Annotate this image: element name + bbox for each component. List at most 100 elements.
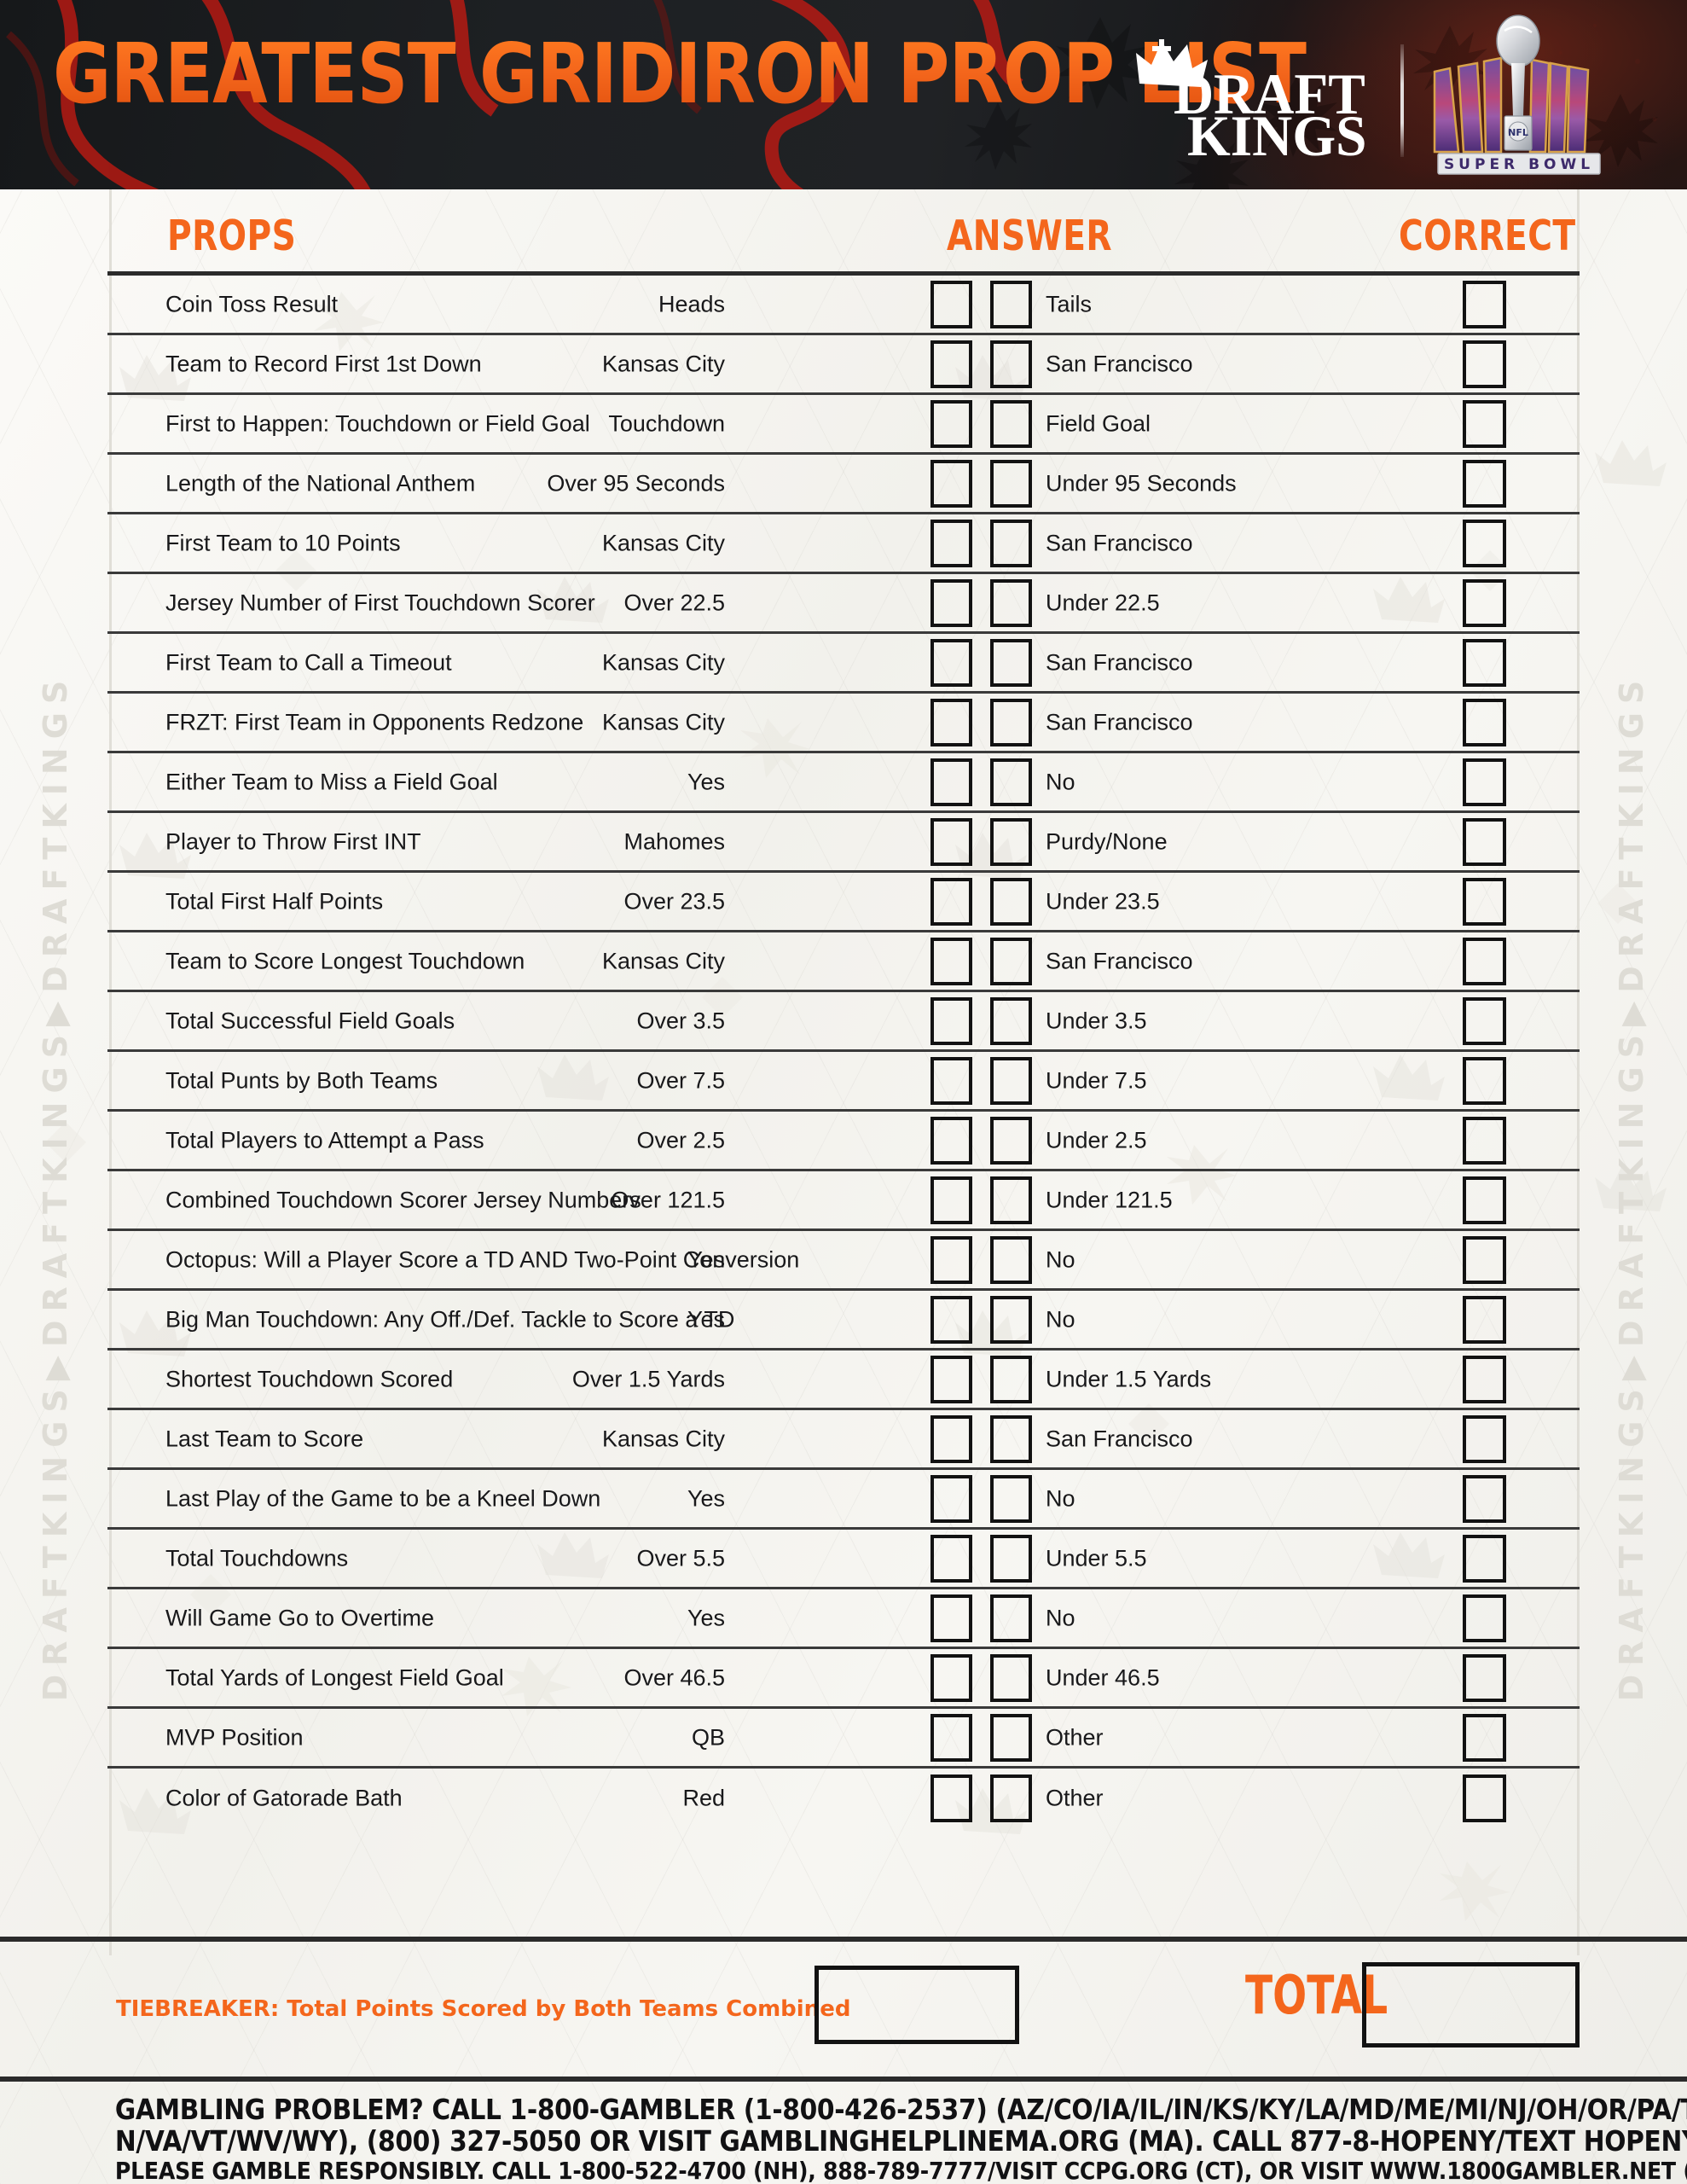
option-a-checkbox[interactable] <box>930 937 972 985</box>
option-a-checkbox[interactable] <box>930 1653 972 1702</box>
option-b-checkbox[interactable] <box>990 1295 1032 1344</box>
option-a-checkbox[interactable] <box>930 399 972 448</box>
option-b-checkbox[interactable] <box>990 638 1032 687</box>
correct-checkbox[interactable] <box>1463 399 1506 448</box>
option-b-checkbox[interactable] <box>990 578 1032 627</box>
option-b-checkbox[interactable] <box>990 399 1032 448</box>
correct-checkbox[interactable] <box>1463 1235 1506 1284</box>
option-a-label: Kansas City <box>601 530 725 555</box>
option-a-checkbox[interactable] <box>930 758 972 806</box>
option-a-checkbox[interactable] <box>930 1474 972 1523</box>
tiebreaker-top-rule <box>0 1937 1687 1942</box>
option-a-label: Yes <box>687 1605 725 1630</box>
option-b-label: Under 3.5 <box>1046 1008 1147 1033</box>
correct-checkbox[interactable] <box>1463 1176 1506 1224</box>
correct-checkbox[interactable] <box>1463 1355 1506 1403</box>
correct-checkbox[interactable] <box>1463 1653 1506 1702</box>
option-b-checkbox[interactable] <box>990 698 1032 746</box>
option-b-checkbox[interactable] <box>990 519 1032 567</box>
option-b-checkbox[interactable] <box>990 996 1032 1045</box>
option-a-checkbox[interactable] <box>930 996 972 1045</box>
option-b-checkbox[interactable] <box>990 1534 1032 1583</box>
prop-label: Either Team to Miss a Field Goal <box>165 769 498 794</box>
correct-checkbox[interactable] <box>1463 698 1506 746</box>
option-b-checkbox[interactable] <box>990 1594 1032 1642</box>
option-a-checkbox[interactable] <box>930 280 972 328</box>
table-row: Team to Score Longest Touchdown Kansas Ci… <box>107 932 1580 992</box>
option-b-checkbox[interactable] <box>990 459 1032 508</box>
table-row: Last Team to Score Kansas City San Francis… <box>107 1410 1580 1470</box>
option-b-label: San Francisco <box>1046 351 1193 376</box>
option-b-checkbox[interactable] <box>990 1355 1032 1403</box>
option-a-checkbox[interactable] <box>930 459 972 508</box>
prop-label: Total Yards of Longest Field Goal <box>165 1664 504 1690</box>
option-b-checkbox[interactable] <box>990 1414 1032 1463</box>
table-row: Color of Gatorade Bath Red Other <box>107 1769 1580 1828</box>
correct-checkbox[interactable] <box>1463 1116 1506 1165</box>
option-a-checkbox[interactable] <box>930 1116 972 1165</box>
option-b-checkbox[interactable] <box>990 1176 1032 1224</box>
correct-checkbox[interactable] <box>1463 1295 1506 1344</box>
option-b-checkbox[interactable] <box>990 1653 1032 1702</box>
option-a-checkbox[interactable] <box>930 877 972 926</box>
correct-checkbox[interactable] <box>1463 1414 1506 1463</box>
option-a-checkbox[interactable] <box>930 1774 972 1822</box>
option-a-checkbox[interactable] <box>930 1235 972 1284</box>
option-a-checkbox[interactable] <box>930 1176 972 1224</box>
option-b-checkbox[interactable] <box>990 1235 1032 1284</box>
option-b-checkbox[interactable] <box>990 758 1032 806</box>
option-a-checkbox[interactable] <box>930 1355 972 1403</box>
prop-label: First Team to Call a Timeout <box>165 649 452 675</box>
option-a-checkbox[interactable] <box>930 1295 972 1344</box>
option-a-checkbox[interactable] <box>930 817 972 866</box>
legal-footer: GAMBLING PROBLEM? CALL 1-800-GAMBLER (1-… <box>0 2088 1687 2184</box>
table-rows: Coin Toss Result Heads Tails Team to Record… <box>107 276 1580 1828</box>
option-b-checkbox[interactable] <box>990 1474 1032 1523</box>
option-b-label: Under 22.5 <box>1046 590 1160 615</box>
option-a-checkbox[interactable] <box>930 1594 972 1642</box>
option-a-checkbox[interactable] <box>930 340 972 388</box>
correct-checkbox[interactable] <box>1463 1056 1506 1105</box>
option-b-label: Tails <box>1046 291 1093 317</box>
table-row: Team to Record First 1st Down Kansas City… <box>107 335 1580 395</box>
option-b-checkbox[interactable] <box>990 340 1032 388</box>
correct-checkbox[interactable] <box>1463 459 1506 508</box>
option-a-checkbox[interactable] <box>930 1056 972 1105</box>
correct-checkbox[interactable] <box>1463 519 1506 567</box>
correct-checkbox[interactable] <box>1463 578 1506 627</box>
option-b-checkbox[interactable] <box>990 1774 1032 1822</box>
correct-checkbox[interactable] <box>1463 280 1506 328</box>
option-b-label: No <box>1046 1246 1075 1272</box>
correct-checkbox[interactable] <box>1463 758 1506 806</box>
option-a-label: Kansas City <box>601 1426 725 1451</box>
correct-checkbox[interactable] <box>1463 1774 1506 1822</box>
correct-checkbox[interactable] <box>1463 1594 1506 1642</box>
correct-checkbox[interactable] <box>1463 996 1506 1045</box>
option-b-checkbox[interactable] <box>990 817 1032 866</box>
option-b-checkbox[interactable] <box>990 280 1032 328</box>
correct-checkbox[interactable] <box>1463 1474 1506 1523</box>
tiebreaker-input[interactable] <box>815 1966 1019 2044</box>
option-b-checkbox[interactable] <box>990 1713 1032 1762</box>
correct-checkbox[interactable] <box>1463 638 1506 687</box>
option-b-label: Under 23.5 <box>1046 888 1160 914</box>
option-b-checkbox[interactable] <box>990 1056 1032 1105</box>
option-b-checkbox[interactable] <box>990 1116 1032 1165</box>
option-a-checkbox[interactable] <box>930 698 972 746</box>
correct-checkbox[interactable] <box>1463 340 1506 388</box>
option-b-checkbox[interactable] <box>990 937 1032 985</box>
correct-checkbox[interactable] <box>1463 937 1506 985</box>
option-a-checkbox[interactable] <box>930 638 972 687</box>
option-a-checkbox[interactable] <box>930 1534 972 1583</box>
option-a-checkbox[interactable] <box>930 519 972 567</box>
correct-checkbox[interactable] <box>1463 1534 1506 1583</box>
total-input[interactable] <box>1362 1962 1580 2048</box>
correct-checkbox[interactable] <box>1463 817 1506 866</box>
option-a-checkbox[interactable] <box>930 578 972 627</box>
option-b-label: Other <box>1046 1724 1104 1750</box>
option-a-checkbox[interactable] <box>930 1713 972 1762</box>
correct-checkbox[interactable] <box>1463 1713 1506 1762</box>
option-a-checkbox[interactable] <box>930 1414 972 1463</box>
option-b-checkbox[interactable] <box>990 877 1032 926</box>
correct-checkbox[interactable] <box>1463 877 1506 926</box>
